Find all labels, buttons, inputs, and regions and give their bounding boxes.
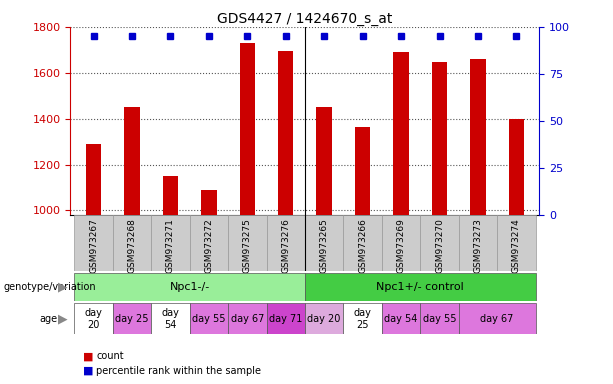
Text: Npc1+/- control: Npc1+/- control — [376, 282, 464, 292]
Text: ■: ■ — [83, 351, 93, 361]
Bar — [382, 215, 421, 271]
Bar — [305, 303, 343, 334]
Bar — [86, 144, 101, 215]
Bar — [74, 303, 113, 334]
Text: day
54: day 54 — [161, 308, 180, 329]
Bar — [74, 215, 113, 271]
Text: GSM973272: GSM973272 — [204, 218, 213, 273]
Bar — [74, 273, 305, 301]
Bar — [278, 51, 294, 215]
Bar — [113, 303, 151, 334]
Bar — [432, 63, 447, 215]
Text: day 25: day 25 — [115, 314, 149, 324]
Text: day 55: day 55 — [423, 314, 456, 324]
Title: GDS4427 / 1424670_s_at: GDS4427 / 1424670_s_at — [217, 12, 393, 26]
Text: day 54: day 54 — [384, 314, 417, 324]
Text: day 67: day 67 — [481, 314, 514, 324]
Bar — [267, 215, 305, 271]
Bar — [151, 215, 189, 271]
Bar — [316, 107, 332, 215]
Text: ▶: ▶ — [58, 281, 68, 293]
Bar — [240, 43, 255, 215]
Bar — [421, 215, 459, 271]
Bar — [394, 52, 409, 215]
Bar — [228, 215, 267, 271]
Bar — [470, 59, 485, 215]
Bar — [509, 119, 524, 215]
Text: genotype/variation: genotype/variation — [3, 282, 96, 292]
Text: GSM973269: GSM973269 — [397, 218, 406, 273]
Bar — [459, 215, 497, 271]
Text: GSM973276: GSM973276 — [281, 218, 290, 273]
Bar — [189, 303, 228, 334]
Bar — [305, 273, 536, 301]
Bar — [113, 215, 151, 271]
Text: GSM973266: GSM973266 — [358, 218, 367, 273]
Text: Npc1-/-: Npc1-/- — [170, 282, 210, 292]
Text: day 67: day 67 — [230, 314, 264, 324]
Text: age: age — [40, 314, 58, 324]
Bar — [305, 215, 343, 271]
Text: percentile rank within the sample: percentile rank within the sample — [96, 366, 261, 376]
Text: count: count — [96, 351, 124, 361]
Text: day 55: day 55 — [192, 314, 226, 324]
Text: day 71: day 71 — [269, 314, 302, 324]
Bar — [162, 176, 178, 215]
Text: GSM973267: GSM973267 — [89, 218, 98, 273]
Text: GSM973268: GSM973268 — [128, 218, 137, 273]
Bar — [151, 303, 189, 334]
Bar — [228, 303, 267, 334]
Bar — [382, 303, 421, 334]
Bar — [343, 215, 382, 271]
Bar — [355, 127, 370, 215]
Text: ■: ■ — [83, 366, 93, 376]
Text: GSM973275: GSM973275 — [243, 218, 252, 273]
Bar — [497, 215, 536, 271]
Bar — [189, 215, 228, 271]
Bar — [201, 190, 216, 215]
Bar — [267, 303, 305, 334]
Text: day 20: day 20 — [308, 314, 341, 324]
Text: GSM973273: GSM973273 — [473, 218, 482, 273]
Text: GSM973265: GSM973265 — [320, 218, 329, 273]
Text: day
25: day 25 — [354, 308, 371, 329]
Bar — [343, 303, 382, 334]
Text: ▶: ▶ — [58, 312, 68, 325]
Text: GSM973271: GSM973271 — [166, 218, 175, 273]
Bar — [459, 303, 536, 334]
Bar — [421, 303, 459, 334]
Text: day
20: day 20 — [85, 308, 102, 329]
Text: GSM973274: GSM973274 — [512, 218, 521, 273]
Text: GSM973270: GSM973270 — [435, 218, 444, 273]
Bar — [124, 107, 140, 215]
